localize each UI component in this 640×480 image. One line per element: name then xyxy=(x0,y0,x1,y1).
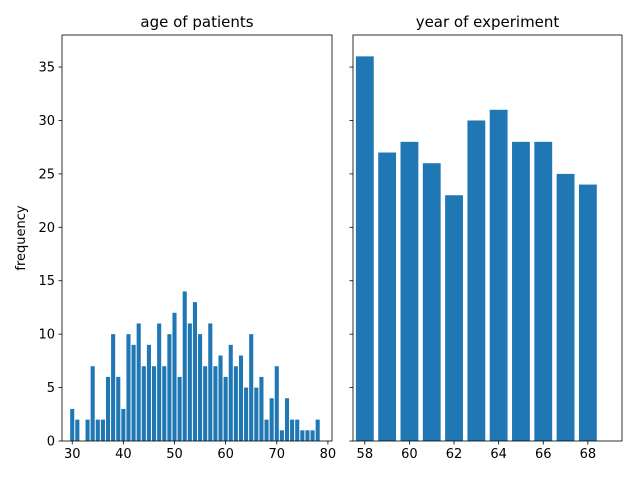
age-histogram-panel: 30 40 50 60 70 80 0 5 10 15 20 25 30 35 age of patient… xyxy=(14,13,336,462)
bar xyxy=(244,387,249,441)
chart-title: age of patients xyxy=(140,13,253,31)
x-tick-label: 70 xyxy=(268,447,285,462)
bar xyxy=(223,376,228,441)
axes-frame xyxy=(61,34,333,442)
x-tick-label: 64 xyxy=(490,447,507,462)
bar xyxy=(264,419,269,441)
bar xyxy=(141,366,146,441)
bar xyxy=(192,302,197,441)
bar xyxy=(75,419,80,441)
y-tick-label: 30 xyxy=(38,114,55,129)
year-histogram-panel: 58 60 62 64 66 68 year of experiment xyxy=(349,13,623,462)
bar xyxy=(400,141,419,441)
bar xyxy=(203,366,208,441)
bar xyxy=(146,344,151,441)
axes-frame xyxy=(352,34,623,442)
bar xyxy=(556,173,575,442)
bar xyxy=(121,408,126,441)
chart-title: year of experiment xyxy=(416,13,560,31)
bar xyxy=(187,323,192,441)
bar xyxy=(100,419,105,441)
y-tick-label: 25 xyxy=(38,167,55,182)
bar xyxy=(126,334,131,441)
x-tick-label: 40 xyxy=(115,447,132,462)
bar xyxy=(274,366,279,441)
x-tick-label: 80 xyxy=(320,447,337,462)
y-tick-label: 5 xyxy=(47,381,55,396)
bar xyxy=(198,334,203,441)
bar xyxy=(105,376,111,441)
bar xyxy=(422,163,441,442)
bar xyxy=(290,419,295,441)
bar xyxy=(182,291,187,441)
x-tick-label: 68 xyxy=(580,447,597,462)
x-tick-label: 50 xyxy=(166,447,183,462)
bar xyxy=(284,398,290,441)
bar xyxy=(249,334,254,441)
x-tick-label: 60 xyxy=(401,447,418,462)
bar xyxy=(90,366,95,441)
bar xyxy=(578,184,597,441)
bar xyxy=(85,419,90,441)
bar xyxy=(467,120,486,441)
bar xyxy=(489,109,508,441)
y-tick-label: 0 xyxy=(47,435,55,450)
y-tick-label: 15 xyxy=(38,274,55,289)
bar xyxy=(378,152,397,442)
bar xyxy=(95,419,100,441)
bar xyxy=(213,366,218,441)
bar xyxy=(70,408,75,441)
bar xyxy=(279,430,284,441)
bar xyxy=(295,419,300,441)
bar xyxy=(233,366,238,441)
bar xyxy=(254,387,259,441)
bar xyxy=(355,56,374,442)
x-tick-label: 66 xyxy=(535,447,552,462)
bar xyxy=(177,376,182,441)
x-tick-label: 58 xyxy=(357,447,374,462)
y-tick-label: 10 xyxy=(38,328,55,343)
y-tick-label: 20 xyxy=(38,221,55,236)
x-tick-label: 30 xyxy=(64,447,81,462)
bar xyxy=(269,398,274,441)
bar xyxy=(152,366,157,441)
bar xyxy=(315,419,320,441)
bar xyxy=(238,355,244,441)
bar xyxy=(300,430,305,441)
bar xyxy=(259,376,264,441)
y-tick-label: 35 xyxy=(38,61,55,76)
y-axis-label: frequency xyxy=(14,205,29,271)
bar xyxy=(208,323,213,441)
bar xyxy=(157,323,162,441)
bar xyxy=(172,312,177,441)
bar xyxy=(534,141,553,441)
bar xyxy=(162,366,167,441)
bar xyxy=(131,344,136,441)
bar xyxy=(310,430,315,441)
bar xyxy=(218,355,223,441)
bar xyxy=(305,430,310,441)
bar xyxy=(228,344,233,441)
bar xyxy=(136,323,141,441)
bar xyxy=(445,195,463,441)
bar xyxy=(111,334,116,441)
bar xyxy=(512,141,530,441)
x-tick-label: 60 xyxy=(217,447,234,462)
x-tick-label: 62 xyxy=(446,447,463,462)
bar xyxy=(167,334,172,441)
bar xyxy=(116,376,121,441)
